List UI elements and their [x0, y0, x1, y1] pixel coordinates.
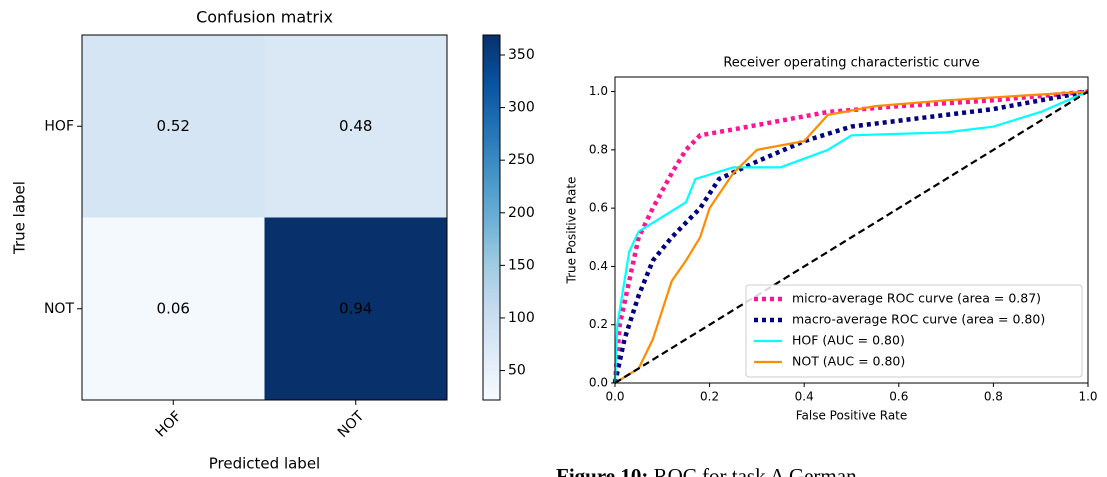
chart-title: Confusion matrix: [196, 8, 333, 27]
y-tick-label: 0.0: [589, 376, 608, 390]
legend-label: macro-average ROC curve (area = 0.80): [792, 312, 1045, 327]
cell: [82, 217, 265, 400]
x-tick-label: HOF: [153, 408, 185, 440]
cell-label: 0.48: [339, 117, 372, 135]
legend-label: HOF (AUC = 0.80): [792, 333, 905, 348]
colorbar-tick-label: 250: [508, 152, 535, 168]
x-axis-label: False Positive Rate: [796, 409, 908, 423]
plot-frame: [81, 34, 448, 401]
legend-label: micro-average ROC curve (area = 0.87): [792, 291, 1041, 306]
caption-label: Figure 10:: [556, 464, 648, 477]
colorbar-tick-label: 50: [508, 363, 526, 379]
y-axis-label: True Positive Rate: [565, 177, 579, 285]
x-tick-label: 0.4: [795, 390, 814, 404]
y-tick-label: 0.8: [589, 142, 608, 156]
x-tick-label: 0.0: [605, 390, 624, 404]
series-line: [613, 90, 1089, 384]
cell-label: 0.52: [157, 117, 190, 135]
colorbar-tick-label: 100: [508, 310, 535, 326]
cell: [264, 35, 447, 218]
x-tick-label: 1.0: [1078, 390, 1097, 404]
y-tick-label: 0.6: [589, 201, 608, 215]
cell-label: 0.06: [157, 299, 190, 317]
x-tick-label: 0.6: [889, 390, 908, 404]
caption-text: ROC for task A German: [654, 464, 857, 477]
series-line: [612, 89, 1089, 384]
y-axis-label: True label: [11, 181, 29, 255]
cell: [264, 217, 447, 400]
y-tick-label: 1.0: [589, 84, 608, 98]
cell: [82, 35, 265, 218]
caption: Figure 10: ROC for task A German: [556, 464, 857, 477]
x-axis-label: Predicted label: [209, 455, 320, 473]
plot-frame: [614, 76, 1089, 384]
x-tick-label: 0.8: [984, 390, 1003, 404]
x-tick-label: 0.2: [700, 390, 719, 404]
y-tick-label: NOT: [44, 301, 74, 317]
y-tick-label: HOF: [44, 118, 74, 134]
y-tick-label: 0.4: [589, 259, 608, 273]
colorbar-tick-label: 150: [508, 257, 535, 273]
colorbar-tick-label: 350: [508, 47, 535, 63]
colorbar-tick-label: 200: [508, 205, 535, 221]
colorbar: [482, 34, 501, 401]
series-line: [614, 90, 1089, 384]
series-line: [612, 89, 1089, 384]
legend-label: NOT (AUC = 0.80): [792, 354, 905, 369]
colorbar-tick-label: 300: [508, 100, 535, 116]
series-line: [614, 90, 1089, 384]
x-tick-label: NOT: [335, 408, 368, 441]
chart-title: Receiver operating characteristic curve: [723, 56, 979, 71]
cell-label: 0.94: [339, 299, 372, 317]
y-tick-label: 0.2: [589, 317, 608, 331]
legend-box: [745, 284, 1083, 378]
